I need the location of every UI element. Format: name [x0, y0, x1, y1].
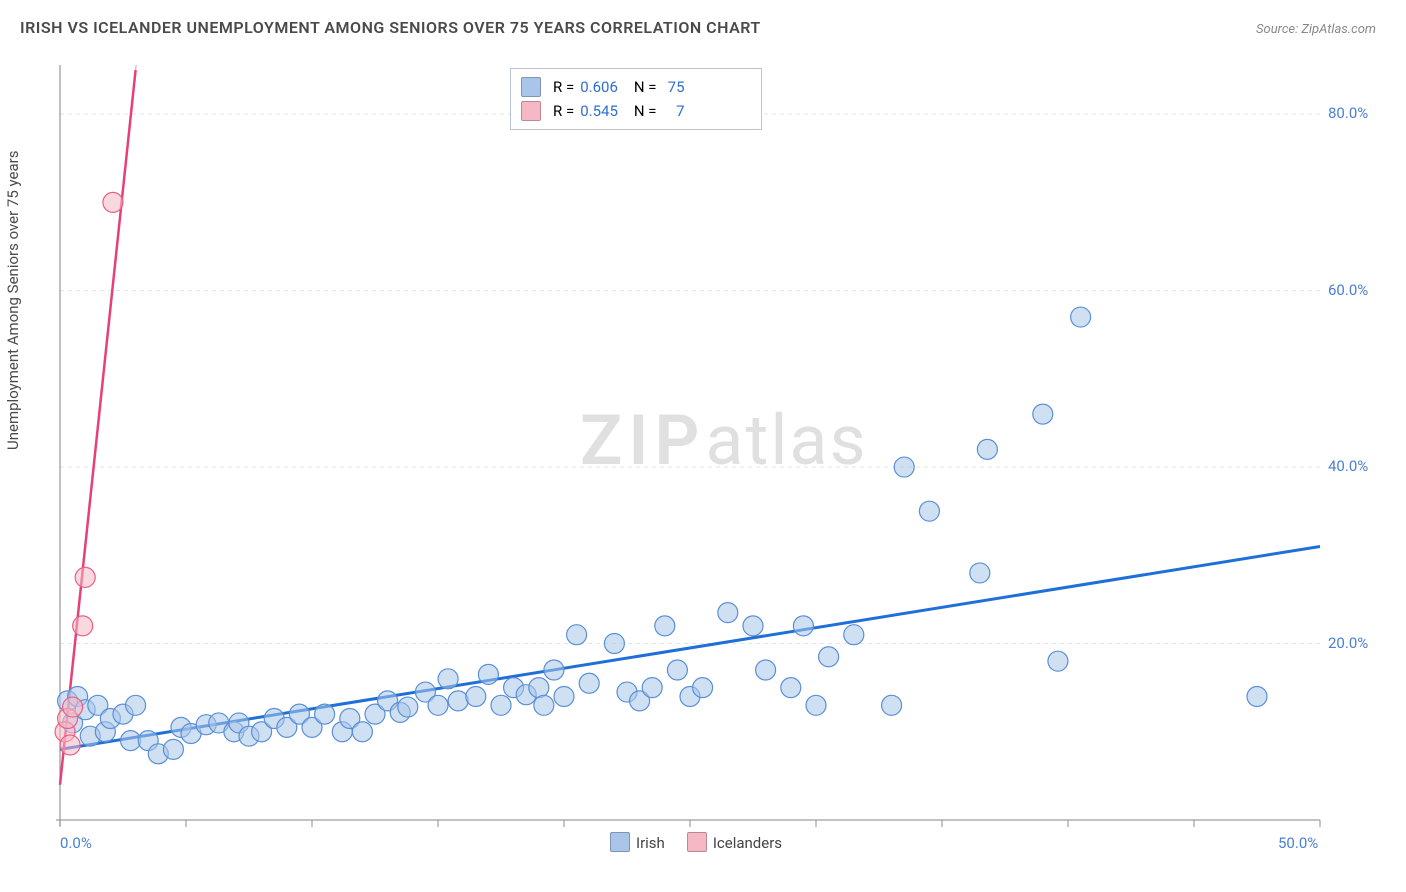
series-legend: Irish Icelanders [610, 832, 782, 852]
chart-container: IRISH VS ICELANDER UNEMPLOYMENT AMONG SE… [0, 0, 1406, 892]
stat-legend-row: R = 0.545 N = 7 [521, 99, 751, 123]
series-legend-item: Irish [610, 832, 665, 852]
legend-swatch [610, 832, 630, 852]
watermark-rest: atlas [705, 400, 867, 482]
stat-r-value: 0.606 [580, 75, 618, 99]
stat-r-label: R = [553, 99, 574, 123]
stat-n-value: 75 [663, 75, 685, 99]
y-tick-label: 40.0% [1328, 457, 1368, 475]
y-axis-label: Unemployment Among Seniors over 75 years [4, 151, 22, 450]
legend-swatch [521, 101, 541, 121]
legend-swatch [521, 77, 541, 97]
series-legend-item: Icelanders [687, 832, 782, 852]
correlation-legend: R = 0.606 N = 75 R = 0.545 N = 7 [510, 68, 762, 130]
watermark: ZIPatlas [580, 400, 868, 482]
stat-n-value: 7 [663, 99, 685, 123]
stat-n-label: N = [634, 99, 657, 123]
legend-swatch [687, 832, 707, 852]
stat-r-value: 0.545 [580, 99, 618, 123]
y-tick-label: 20.0% [1328, 634, 1368, 652]
stat-legend-row: R = 0.606 N = 75 [521, 75, 751, 99]
stat-r-label: R = [553, 75, 574, 99]
watermark-bold: ZIP [580, 400, 705, 482]
x-tick-label: 50.0% [1278, 834, 1318, 852]
series-legend-label: Icelanders [713, 834, 782, 852]
y-tick-label: 60.0% [1328, 281, 1368, 299]
chart-title: IRISH VS ICELANDER UNEMPLOYMENT AMONG SE… [20, 18, 761, 37]
series-legend-label: Irish [636, 834, 665, 852]
stat-n-label: N = [634, 75, 657, 99]
source-credit: Source: ZipAtlas.com [1256, 22, 1376, 37]
x-tick-label: 0.0% [60, 834, 92, 852]
y-tick-label: 80.0% [1328, 104, 1368, 122]
plot-area: ZIPatlas R = 0.606 N = 75 R = 0.545 N = 7 Irish… [50, 60, 1380, 850]
